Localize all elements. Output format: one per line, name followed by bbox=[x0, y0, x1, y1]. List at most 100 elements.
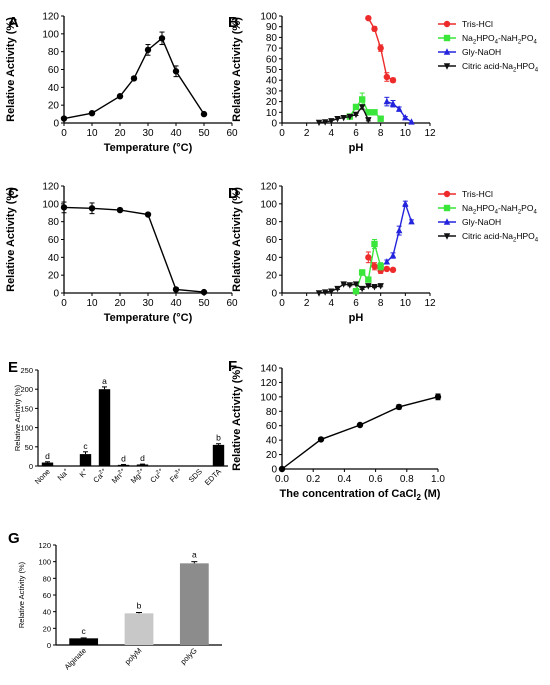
data-point bbox=[60, 204, 68, 211]
legend-marker bbox=[443, 190, 451, 198]
y-tick-label: 0 bbox=[53, 289, 59, 300]
y-tick-label: 100 bbox=[42, 29, 59, 40]
data-point bbox=[315, 119, 323, 127]
chart-a: A 0 20 40 60 80 100 120 0 10 20 30 40 50 60 Relative Ac… bbox=[5, 12, 238, 155]
x-tick-label: 0.2 bbox=[306, 474, 320, 485]
x-tick-label: 60 bbox=[226, 128, 238, 139]
y-tick-label: 20 bbox=[43, 624, 51, 633]
x-tick-label: 40 bbox=[170, 298, 182, 309]
data-point bbox=[383, 265, 391, 273]
data-point bbox=[408, 217, 415, 225]
y-tick-label: 50 bbox=[266, 65, 278, 76]
y-tick-label: 20 bbox=[48, 101, 60, 112]
data-point bbox=[334, 285, 341, 293]
x-tick-label: Ca2+ bbox=[91, 467, 109, 485]
y-axis-label: Relative Activity (%) bbox=[231, 17, 243, 122]
y-axis-label: Relative Activity (%) bbox=[13, 384, 22, 451]
data-point bbox=[200, 110, 208, 118]
x-axis-label: pH bbox=[349, 312, 364, 324]
x-tick-label: 4 bbox=[329, 128, 335, 139]
y-tick-label: 40 bbox=[266, 436, 278, 447]
panel-label: A bbox=[8, 14, 19, 31]
y-tick-label: 0 bbox=[29, 462, 33, 471]
y-tick-label: 120 bbox=[260, 378, 277, 389]
panel-label: F bbox=[228, 358, 237, 375]
series-1 bbox=[352, 239, 384, 295]
data-point bbox=[352, 103, 360, 111]
y-tick-label: 120 bbox=[38, 541, 51, 550]
x-tick-label: 6 bbox=[353, 298, 359, 309]
y-tick-label: 0 bbox=[271, 289, 277, 300]
x-tick-label: 8 bbox=[378, 298, 384, 309]
series-0 bbox=[365, 14, 397, 84]
x-tick-label: 0.8 bbox=[400, 474, 414, 485]
data-point bbox=[377, 263, 384, 270]
x-tick-label: 0 bbox=[61, 298, 67, 309]
y-tick-label: 0 bbox=[271, 465, 277, 476]
y-tick-label: 40 bbox=[48, 253, 60, 264]
chart-d: D 0 20 40 60 80 100 120 0 2 4 6 8 10 12 Relative Activi… bbox=[228, 182, 539, 325]
data-point bbox=[88, 205, 96, 212]
y-axis-label: Relative Activity (%) bbox=[231, 187, 243, 292]
data-point bbox=[365, 283, 372, 290]
y-tick-label: 0 bbox=[53, 119, 59, 130]
y-tick-label: 60 bbox=[48, 65, 60, 76]
bar bbox=[136, 464, 149, 466]
chart-g: G 0 20 40 60 80 100 120 Relative Activity (%) c Al… bbox=[8, 530, 222, 672]
series-0 bbox=[60, 201, 208, 296]
y-tick-label: 120 bbox=[42, 182, 59, 193]
panel-label: E bbox=[8, 359, 18, 376]
bar bbox=[124, 613, 154, 645]
x-tick-label: 0 bbox=[279, 128, 285, 139]
data-point bbox=[356, 421, 364, 429]
y-tick-label: 100 bbox=[260, 12, 277, 23]
x-tick-label: 2 bbox=[304, 128, 310, 139]
significance-label: d bbox=[140, 453, 145, 463]
chart-c: C 0 20 40 60 80 100 120 0 10 20 30 40 50 60 Relative Ac… bbox=[5, 182, 238, 325]
significance-label: c bbox=[82, 626, 87, 636]
data-point bbox=[340, 114, 347, 122]
data-point bbox=[88, 109, 96, 117]
data-point bbox=[389, 251, 397, 259]
x-tick-label: 1.0 bbox=[431, 474, 445, 485]
x-tick-label: K+ bbox=[78, 467, 90, 479]
y-axis-label: Relative Activity (%) bbox=[5, 17, 17, 122]
y-tick-label: 40 bbox=[266, 253, 278, 264]
y-tick-label: 120 bbox=[42, 12, 59, 23]
series-0 bbox=[278, 393, 442, 473]
data-point bbox=[395, 403, 403, 411]
y-tick-label: 50 bbox=[25, 443, 33, 452]
x-tick-label: 10 bbox=[86, 128, 98, 139]
x-tick-label: Mn2+ bbox=[110, 467, 128, 485]
data-point bbox=[130, 75, 138, 82]
data-point bbox=[158, 35, 166, 42]
x-tick-label: 50 bbox=[198, 128, 210, 139]
y-tick-label: 60 bbox=[266, 54, 278, 65]
series-0 bbox=[365, 251, 397, 274]
data-point bbox=[371, 284, 378, 291]
data-point bbox=[358, 269, 366, 276]
legend-entry: Na2HPO4-NaH2PO4 bbox=[462, 33, 537, 46]
data-point bbox=[377, 44, 384, 52]
significance-label: b bbox=[216, 433, 221, 443]
x-tick-label: polyM bbox=[123, 646, 144, 667]
y-tick-label: 150 bbox=[20, 404, 33, 413]
bar bbox=[79, 454, 92, 466]
x-tick-label: Fe3+ bbox=[168, 467, 185, 484]
series-0 bbox=[60, 31, 208, 122]
data-point bbox=[365, 117, 372, 124]
x-tick-label: 8 bbox=[378, 128, 384, 139]
data-point bbox=[383, 258, 391, 265]
significance-label: a bbox=[192, 550, 197, 560]
panel-label: B bbox=[228, 14, 239, 31]
x-tick-label: 20 bbox=[114, 298, 126, 309]
y-tick-label: 40 bbox=[266, 76, 278, 87]
y-tick-label: 90 bbox=[266, 22, 278, 33]
data-point bbox=[340, 281, 347, 288]
series-1 bbox=[346, 92, 384, 122]
data-point bbox=[278, 465, 286, 473]
legend-entry: Na2HPO4-NaH2PO4 bbox=[462, 203, 537, 216]
panel-label: D bbox=[228, 185, 239, 202]
series-2 bbox=[383, 96, 415, 125]
series-3 bbox=[315, 281, 384, 297]
